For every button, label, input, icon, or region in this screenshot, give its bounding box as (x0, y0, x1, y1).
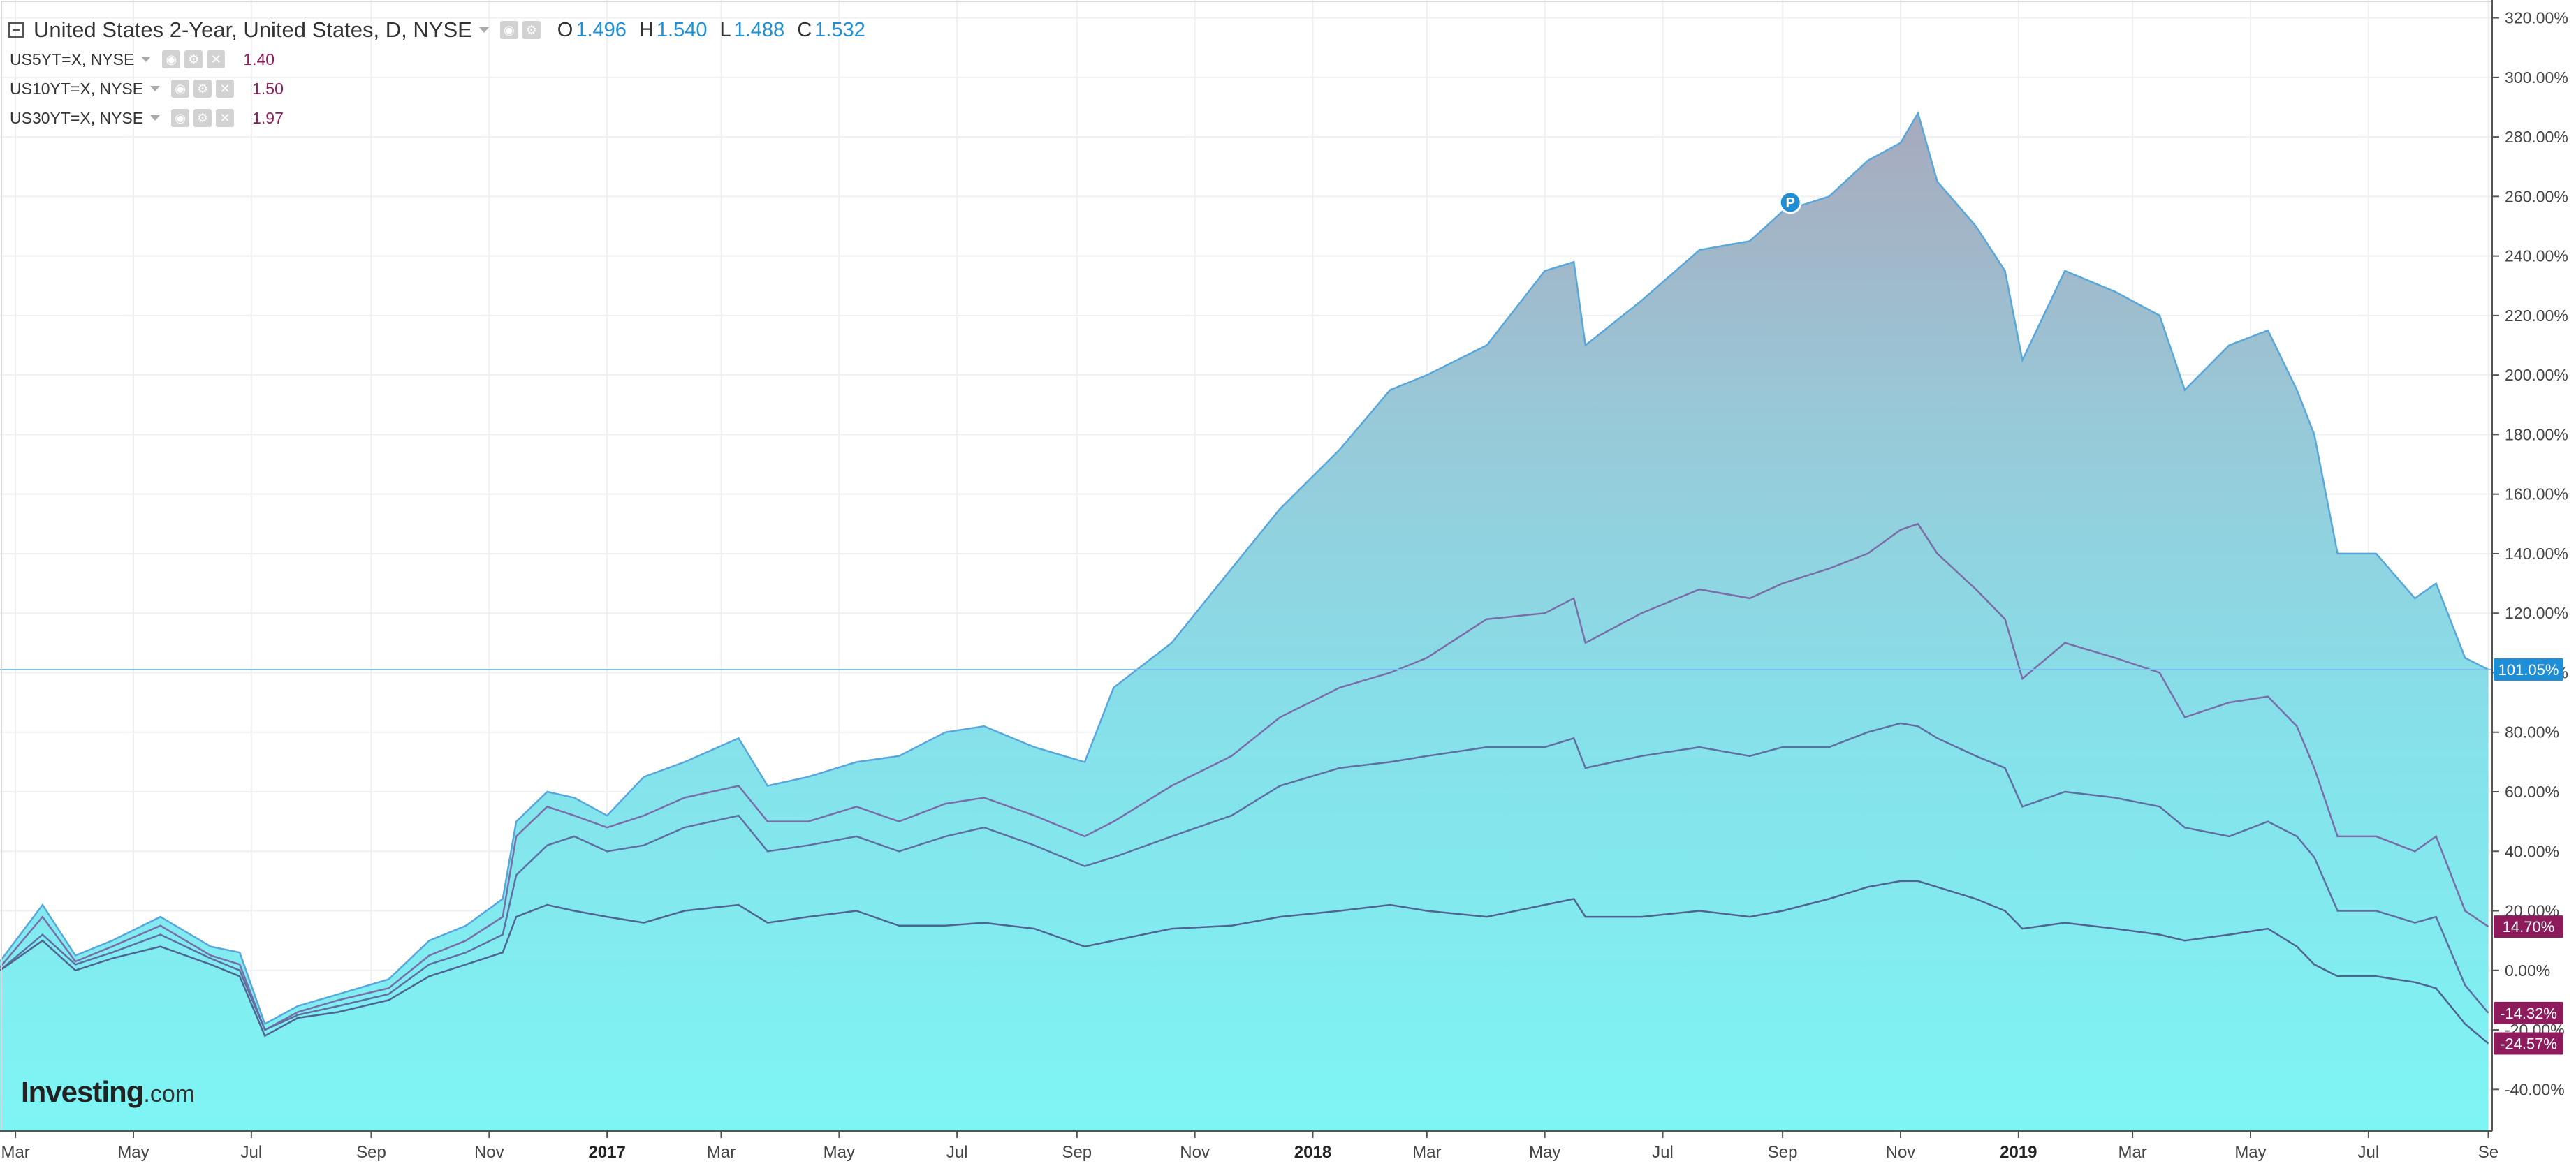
legend-compare-row: US30YT=X, NYSE ◉ ⚙ ✕ 1.97 (10, 105, 284, 131)
x-tick-label: Jul (241, 1143, 263, 1162)
eye-icon[interactable]: ◉ (171, 109, 190, 127)
series-line-compare-1 (0, 522, 2489, 1031)
gear-icon[interactable]: ⚙ (522, 21, 541, 39)
last-value-labels: 101.05% 14.70% -14.32% -24.57% (2494, 658, 2563, 1055)
legend-compare-row: US5YT=X, NYSE ◉ ⚙ ✕ 1.40 (10, 46, 275, 73)
eye-icon[interactable]: ◉ (499, 21, 518, 39)
y-tick-label: 140.00% (2505, 545, 2568, 563)
y-tick-label: 220.00% (2505, 307, 2568, 325)
last-value-badge (2494, 658, 2563, 681)
legend-compare-row: US10YT=X, NYSE ◉ ⚙ ✕ 1.50 (10, 75, 284, 102)
y-tick-label: 160.00% (2505, 485, 2568, 503)
close-value: 1.532 (814, 18, 865, 41)
gear-icon[interactable]: ⚙ (193, 80, 212, 98)
collapse-icon[interactable] (8, 22, 24, 38)
x-tick-label: Sep (356, 1143, 386, 1162)
y-tick-label: 40.00% (2505, 842, 2559, 860)
x-tick-label: May (2234, 1143, 2266, 1162)
open-label: O (557, 18, 573, 41)
event-marker-circle[interactable] (1778, 191, 1802, 214)
main-series-title[interactable]: United States 2-Year, United States, D, … (34, 17, 472, 42)
last-value-label: 14.70% (2503, 918, 2555, 936)
compare-series-value: 1.50 (252, 79, 284, 98)
series-line-us2y (0, 110, 2489, 1026)
x-tick-label: Mar (1412, 1143, 1441, 1162)
last-value-badge (2494, 915, 2563, 938)
event-marker-label: P (1786, 195, 1795, 211)
x-tick-label: Sep (1768, 1143, 1798, 1162)
close-icon[interactable]: ✕ (216, 80, 235, 98)
series-line-compare-2 (0, 722, 2489, 1031)
x-tick-label: 2018 (1294, 1143, 1331, 1162)
y-tick-label: 320.00% (2505, 9, 2568, 27)
compare-series-value: 1.97 (252, 108, 284, 127)
high-value: 1.540 (656, 18, 708, 41)
x-tick-label: May (1529, 1143, 1560, 1162)
x-tick-label: Mar (1, 1143, 29, 1162)
chevron-down-icon[interactable] (478, 27, 489, 33)
chevron-down-icon[interactable] (141, 57, 152, 62)
logo-name: Investing (21, 1075, 144, 1108)
compare-series-value: 1.40 (243, 50, 275, 68)
x-tick-label: Sep (1062, 1143, 1092, 1162)
lines-layer (0, 110, 2492, 1045)
series-line-compare-3 (0, 880, 2489, 1045)
last-value-badge (2494, 1001, 2563, 1024)
close-label: C (797, 18, 812, 41)
y-tick-label: -40.00% (2505, 1080, 2565, 1098)
y-tick-label: 300.00% (2505, 68, 2568, 87)
x-tick-label: Jul (946, 1143, 968, 1162)
logo-suffix: .com (143, 1081, 196, 1107)
last-value-badge (2494, 1032, 2563, 1055)
compare-series-title[interactable]: US5YT=X, NYSE (10, 50, 135, 68)
series-area-us2y (0, 113, 2489, 1131)
gear-icon[interactable]: ⚙ (193, 109, 212, 127)
y-tick-label: 60.00% (2505, 783, 2559, 801)
x-tick-label: May (117, 1143, 149, 1162)
chevron-down-icon[interactable] (150, 86, 161, 91)
x-tick-label: May (824, 1143, 855, 1162)
close-icon[interactable]: ✕ (207, 50, 226, 68)
x-tick-label: 2019 (2000, 1143, 2037, 1162)
x-tick-label: Nov (474, 1143, 504, 1162)
compare-series-title[interactable]: US10YT=X, NYSE (10, 79, 144, 98)
low-value: 1.488 (733, 18, 785, 41)
area-layer (0, 113, 2489, 1131)
x-tick-label: Jul (1652, 1143, 1674, 1162)
x-tick-label: 2017 (588, 1143, 625, 1162)
last-value-label: -24.57% (2500, 1035, 2557, 1053)
investing-logo: Investing.com (21, 1075, 195, 1109)
event-marker[interactable]: P (1778, 191, 1802, 214)
y-tick-label: 80.00% (2505, 723, 2559, 741)
last-value-label: 101.05% (2498, 661, 2559, 679)
compare-series-title[interactable]: US30YT=X, NYSE (10, 108, 144, 127)
open-value: 1.496 (576, 18, 627, 41)
y-tick-label: 120.00% (2505, 604, 2568, 622)
close-icon[interactable]: ✕ (216, 109, 235, 127)
y-tick-label: 200.00% (2505, 366, 2568, 384)
y-tick-label: 180.00% (2505, 425, 2568, 443)
x-tick-label: Nov (1886, 1143, 1916, 1162)
y-tick-label: 280.00% (2505, 128, 2568, 146)
x-tick-label: Jul (2358, 1143, 2380, 1162)
gear-icon[interactable]: ⚙ (184, 50, 203, 68)
y-tick-label: 240.00% (2505, 247, 2568, 265)
eye-icon[interactable]: ◉ (171, 80, 190, 98)
last-value-label: -14.32% (2500, 1005, 2557, 1022)
high-label: H (638, 18, 654, 41)
low-label: L (719, 18, 731, 41)
x-tick-label: Mar (707, 1143, 736, 1162)
x-tick-label: Mar (2118, 1143, 2146, 1162)
x-tick-label: Se (2478, 1143, 2498, 1162)
x-tick-label: Nov (1180, 1143, 1210, 1162)
y-tick-label: 0.00% (2505, 961, 2550, 980)
y-tick-label: 260.00% (2505, 187, 2568, 205)
chevron-down-icon[interactable] (150, 115, 161, 121)
eye-icon[interactable]: ◉ (162, 50, 181, 68)
legend-main-row: United States 2-Year, United States, D, … (8, 13, 865, 47)
